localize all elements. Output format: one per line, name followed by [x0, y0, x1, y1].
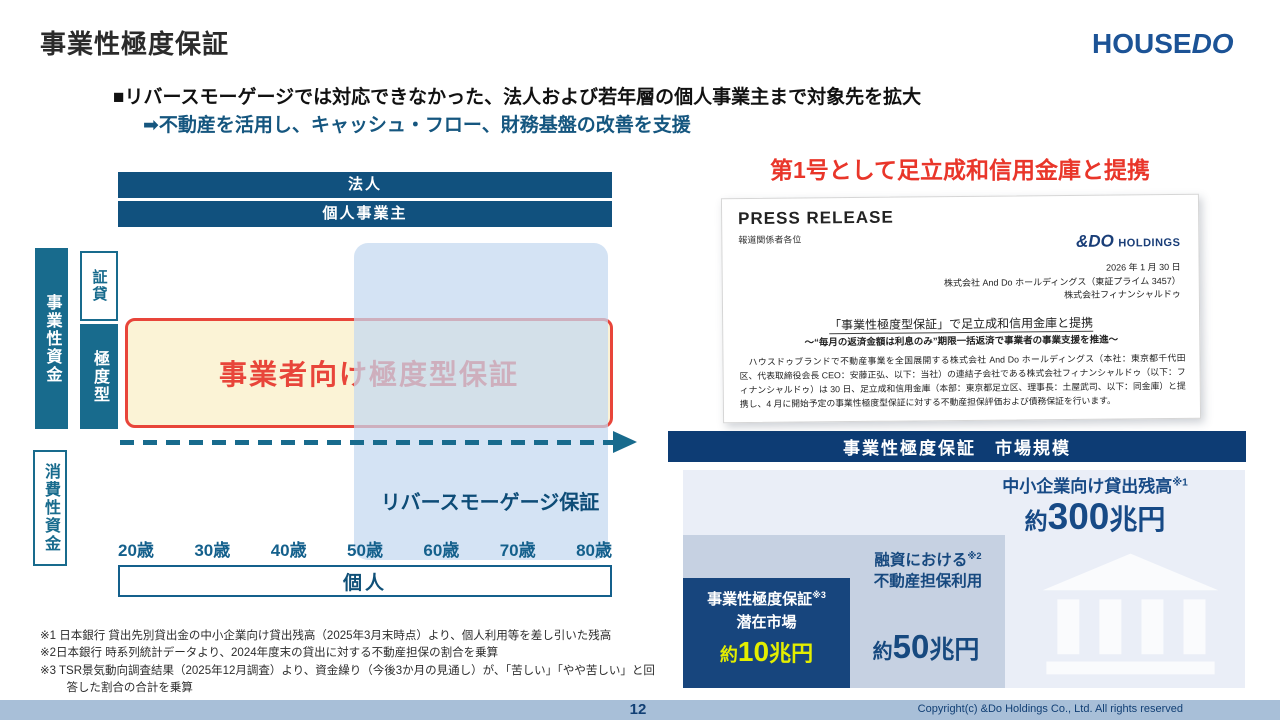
age-axis: 20歳 30歳 40歳 50歳 60歳 70歳 80歳 — [118, 536, 612, 561]
footer-band — [0, 700, 1280, 720]
sme-loan-value: 約 300 兆円 — [1024, 496, 1166, 537]
age-tick: 20歳 — [118, 541, 154, 560]
age-axis-arrow-icon — [613, 431, 637, 453]
age-axis-dashed-line — [120, 440, 616, 445]
press-issuer-block: 2026 年 1 月 30 日 株式会社 And Do ホールディングス（東証プ… — [944, 261, 1181, 304]
partnership-headline: 第1号として足立成和信用金庫と提携 — [769, 157, 1151, 183]
age-tick: 70歳 — [499, 541, 536, 560]
potential-market-box: 事業性極度保証※3 潜在市場 約 10 兆円 — [683, 578, 850, 688]
rail-business-funds: 事業性資金 — [35, 248, 68, 429]
anddo-holdings-logo: &DO HOLDINGS — [1076, 231, 1180, 252]
sme-loan-label: 中小企業向け貸出残高※1 — [1002, 477, 1188, 496]
age-tick: 80歳 — [576, 541, 612, 560]
note-ref-1: ※1 — [1172, 477, 1188, 489]
collateral-label: 融資における※2 不動産担保利用 — [873, 551, 983, 591]
copyright-text: Copyright(c) &Do Holdings Co., Ltd. All … — [917, 703, 1183, 715]
potential-value: 約 10 兆円 — [719, 636, 814, 667]
footnote-1: ※1 日本銀行 貸出先別貸出金の中小企業向け貸出残高（2025年3月末時点）より… — [40, 630, 612, 642]
footnotes: ※1 日本銀行 貸出先別貸出金の中小企業向け貸出残高（2025年3月末時点）より… — [40, 628, 655, 697]
box-limit-type: 極度型 — [80, 324, 118, 429]
collateral-value: 約 50 兆円 — [872, 628, 980, 665]
press-release-title: PRESS RELEASE — [738, 207, 894, 229]
age-tick: 40歳 — [270, 541, 307, 560]
logo-house: HOUSE — [1092, 28, 1192, 59]
press-body-text: ハウスドゥブランドで不動産事業を全国展開する株式会社 And Do ホールディン… — [739, 352, 1186, 410]
anddo-logo-text: HOLDINGS — [1118, 236, 1181, 250]
potential-label-line2: 潜在市場 — [736, 614, 797, 631]
bar-sole-proprietor: 個人事業主 — [118, 201, 612, 227]
logo-do: DO — [1191, 28, 1234, 59]
page-title: 事業性極度保証 — [40, 29, 230, 59]
bank-icon — [1038, 550, 1223, 683]
footnote-2: ※2日本銀行 時系列統計データより、2024年度末の貸出に対する不動産担保の割合… — [40, 647, 499, 660]
headline-line1: ■リバースモーゲージでは対応できなかった、法人および若年層の個人事業主まで対象先… — [113, 87, 922, 108]
note-ref-3: ※3 — [812, 590, 826, 600]
reverse-mortgage-area — [354, 243, 608, 560]
potential-label-line1: 事業性極度保証※3 — [707, 590, 826, 608]
market-size-header: 事業性極度保証 市場規模 — [668, 431, 1246, 462]
press-company-2: 株式会社フィナンシャルドゥ — [1063, 288, 1181, 301]
page-number: 12 — [629, 701, 647, 718]
age-tick: 30歳 — [194, 541, 231, 560]
housedo-logo: HOUSEDO — [1092, 28, 1234, 60]
note-ref-2: ※2 — [967, 551, 982, 561]
box-certificate-loan: 証貸 — [80, 251, 118, 321]
press-release-card: PRESS RELEASE 報道関係者各位 &DO HOLDINGS 2026 … — [720, 193, 1202, 424]
anddo-logo-mark: &DO — [1075, 231, 1114, 251]
bar-corporate: 法人 — [118, 172, 612, 198]
footnote-3: ※3 TSR景気動向調査結果（2025年12月調査）より、資金繰り（今後3か月の… — [40, 664, 655, 694]
reverse-mortgage-label: リバースモーゲージ保証 — [380, 492, 600, 514]
headline-line2: ➡不動産を活用し、キャッシュ・フロー、財務基盤の改善を支援 — [143, 115, 691, 136]
age-tick: 60歳 — [423, 541, 460, 560]
rail-consumer-funds: 消費性資金 — [33, 450, 67, 566]
bar-individual: 個人 — [118, 565, 612, 597]
age-tick: 50歳 — [347, 541, 383, 560]
